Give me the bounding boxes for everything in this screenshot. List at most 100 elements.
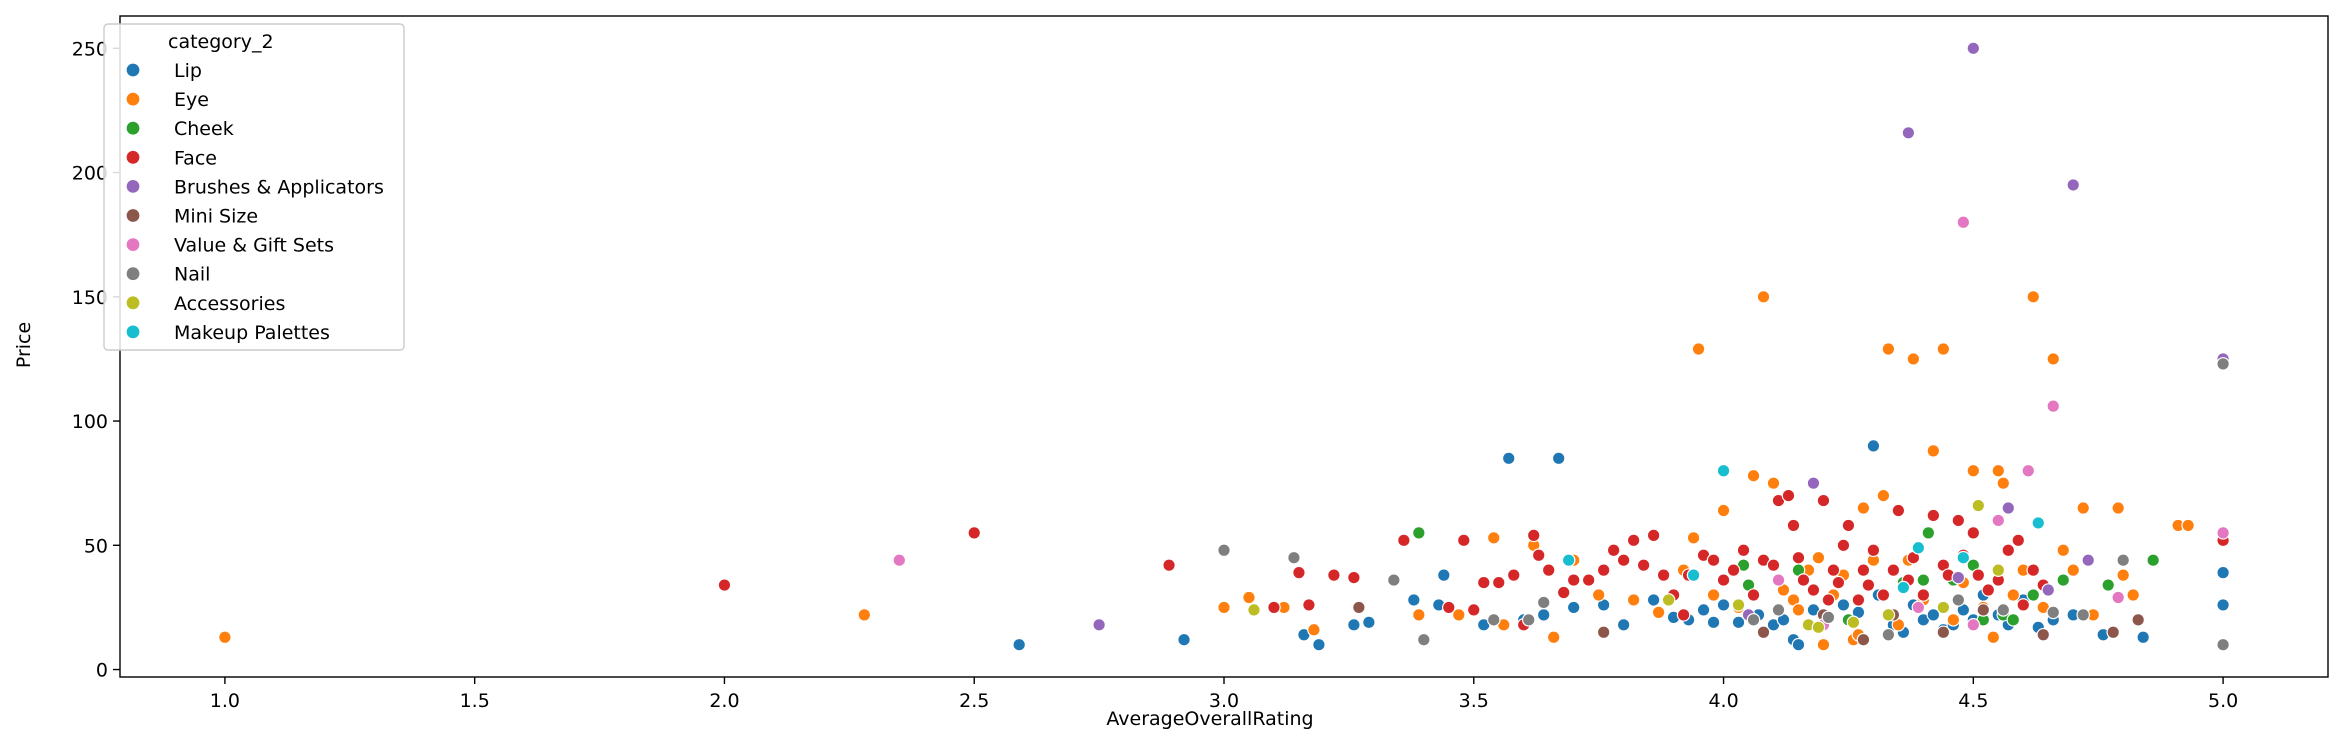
point-accessories: [1936, 600, 1951, 615]
point-accessories: [1247, 603, 1261, 617]
point-mini-size: [1856, 632, 1871, 647]
point-lip: [1177, 632, 1191, 647]
point-value-gift-sets: [1991, 513, 2006, 528]
point-makeup-palettes: [2031, 516, 2046, 530]
point-lip: [1362, 615, 1376, 630]
point-nail: [1821, 610, 1836, 625]
point-eye: [1716, 503, 1731, 518]
point-value-gift-sets: [2021, 463, 2036, 478]
legend-marker-cheek: [125, 120, 141, 136]
point-mini-size: [2106, 625, 2120, 640]
point-eye: [1651, 605, 1666, 620]
point-face: [1981, 583, 1996, 597]
point-nail: [1536, 595, 1551, 610]
legend-items: Lip Eye Cheek Face Brushes & Applicators Mini…: [125, 60, 384, 344]
legend-label-lip: Lip: [174, 60, 202, 82]
point-face: [1766, 558, 1781, 572]
point-lip: [1312, 637, 1326, 652]
point-face: [2011, 533, 2026, 548]
x-axis: 1.0 1.5 2.0 2.5 3.0 3.5 4.0 4.5 5.0: [210, 677, 2238, 712]
point-cheek: [1921, 526, 1936, 540]
point-lip: [1716, 598, 1731, 612]
point-face: [1327, 568, 1341, 582]
point-nail: [1521, 613, 1536, 627]
point-eye: [1856, 501, 1871, 515]
point-face: [1786, 518, 1801, 533]
point-face: [2026, 563, 2041, 577]
point-lip: [1866, 439, 1881, 453]
y-tick-label: 100: [72, 411, 108, 433]
point-value-gift-sets: [2046, 399, 2061, 413]
point-accessories: [1971, 498, 1986, 513]
point-face: [1716, 573, 1731, 587]
point-face: [1726, 563, 1741, 577]
point-face: [1831, 575, 1846, 590]
point-brushes-applicators: [1806, 476, 1821, 490]
legend-label-cheek: Cheek: [174, 118, 234, 140]
y-tick-label: 0: [96, 660, 108, 682]
point-lip: [2216, 598, 2230, 612]
point-mini-size: [1596, 625, 1611, 640]
x-tick-label: 1.0: [210, 690, 240, 712]
point-brushes-applicators: [1966, 41, 1981, 56]
point-face: [1596, 563, 1611, 577]
point-face: [1491, 575, 1506, 590]
point-nail: [2046, 605, 2061, 620]
legend-marker-value-gift-sets: [125, 237, 141, 253]
point-mini-size: [2131, 613, 2145, 627]
point-eye: [1906, 352, 1921, 366]
point-makeup-palettes: [1716, 463, 1731, 478]
point-face: [717, 578, 732, 592]
point-nail: [1486, 613, 1501, 627]
point-nail: [2216, 637, 2230, 652]
y-tick-label: 50: [84, 535, 108, 557]
point-lip: [1551, 451, 1566, 466]
point-face: [1581, 573, 1596, 587]
legend-marker-face: [125, 149, 141, 165]
legend-box: [103, 23, 405, 351]
point-nail: [1881, 627, 1896, 642]
point-value-gift-sets: [2216, 526, 2230, 540]
points-layer: [218, 41, 2230, 652]
point-eye: [2056, 543, 2071, 558]
point-lip: [1407, 593, 1421, 607]
point-eye: [857, 608, 872, 622]
point-lip: [1646, 593, 1661, 607]
legend-label-eye: Eye: [174, 89, 209, 111]
point-nail: [1771, 603, 1786, 617]
point-lip: [1731, 615, 1746, 630]
point-cheek: [2026, 588, 2041, 602]
point-face: [1676, 608, 1691, 622]
point-eye: [1996, 476, 2011, 490]
point-cheek: [2056, 573, 2071, 587]
point-face: [1347, 570, 1361, 585]
point-makeup-palettes: [1911, 540, 1926, 555]
point-makeup-palettes: [1561, 553, 1576, 568]
point-accessories: [1661, 593, 1676, 607]
point-mini-size: [1756, 625, 1771, 640]
point-face: [967, 526, 982, 540]
point-nail: [1951, 593, 1966, 607]
point-face: [1626, 533, 1641, 548]
point-face: [1302, 598, 1316, 612]
point-lip: [1566, 600, 1581, 615]
point-accessories: [1731, 598, 1746, 612]
point-face: [1866, 543, 1881, 558]
point-face: [1566, 573, 1581, 587]
y-tick-label: 200: [72, 163, 108, 185]
legend-marker-brushes-applicators: [125, 178, 141, 194]
point-eye: [1626, 593, 1641, 607]
point-face: [2001, 543, 2016, 558]
x-tick-label: 4.5: [1958, 690, 1988, 712]
point-eye: [1766, 476, 1781, 490]
point-value-gift-sets: [892, 553, 907, 568]
point-value-gift-sets: [1911, 600, 1926, 615]
point-eye: [1926, 444, 1941, 458]
point-brushes-applicators: [2041, 583, 2056, 597]
point-lip: [1501, 451, 1516, 466]
point-lip: [1926, 608, 1941, 622]
point-eye: [2026, 290, 2041, 304]
point-face: [1746, 588, 1761, 602]
x-tick-label: 3.0: [1209, 690, 1239, 712]
